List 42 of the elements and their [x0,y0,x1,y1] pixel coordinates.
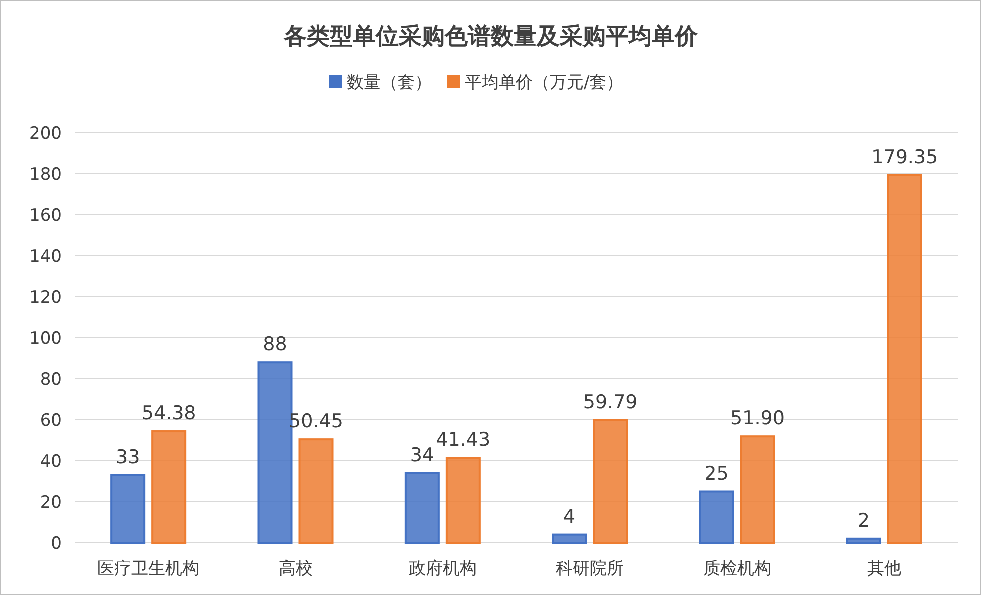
data-label: 59.79 [583,391,638,414]
legend-label: 平均单价（万元/套） [465,73,624,93]
bar [152,430,187,544]
bar [593,419,628,544]
data-label: 88 [263,334,288,356]
x-tick-label: 政府机构 [408,559,477,579]
data-label: 4 [564,506,576,528]
y-tick-label: 0 [51,534,62,554]
data-label: 33 [116,446,140,468]
data-label: 54.38 [142,402,196,425]
x-tick-label: 科研院所 [556,559,624,579]
bar [552,534,588,544]
x-tick-label: 高校 [278,559,313,579]
y-tick-label: 80 [40,370,62,390]
y-tick-label: 200 [30,124,62,144]
bar [446,457,481,544]
data-label: 34 [410,444,435,466]
y-tick-label: 40 [40,452,62,472]
data-label: 2 [858,510,870,532]
y-tick-label: 20 [40,493,62,513]
x-tick-label: 其他 [867,559,902,579]
bar [298,438,334,544]
chart-title: 各类型单位采购色谱数量及采购平均单价 [283,24,699,50]
bar [846,538,882,544]
bar [740,436,776,544]
bar [404,472,440,544]
y-tick-label: 160 [30,206,62,226]
data-label: 179.35 [872,146,938,168]
x-tick-label: 质检机构 [703,559,772,579]
y-tick-label: 120 [30,288,62,308]
y-tick-label: 140 [30,247,62,267]
bar [699,490,734,544]
bar [110,474,146,544]
x-tick-label: 医疗卫生机构 [98,559,200,579]
data-label: 41.43 [436,429,491,452]
legend-label: 数量（套） [347,73,432,93]
y-tick-label: 60 [40,411,62,431]
y-tick-label: 180 [30,165,62,185]
data-label: 25 [704,462,729,485]
data-label: 51.90 [730,408,785,430]
bar [887,174,922,544]
y-tick-label: 100 [30,329,62,349]
